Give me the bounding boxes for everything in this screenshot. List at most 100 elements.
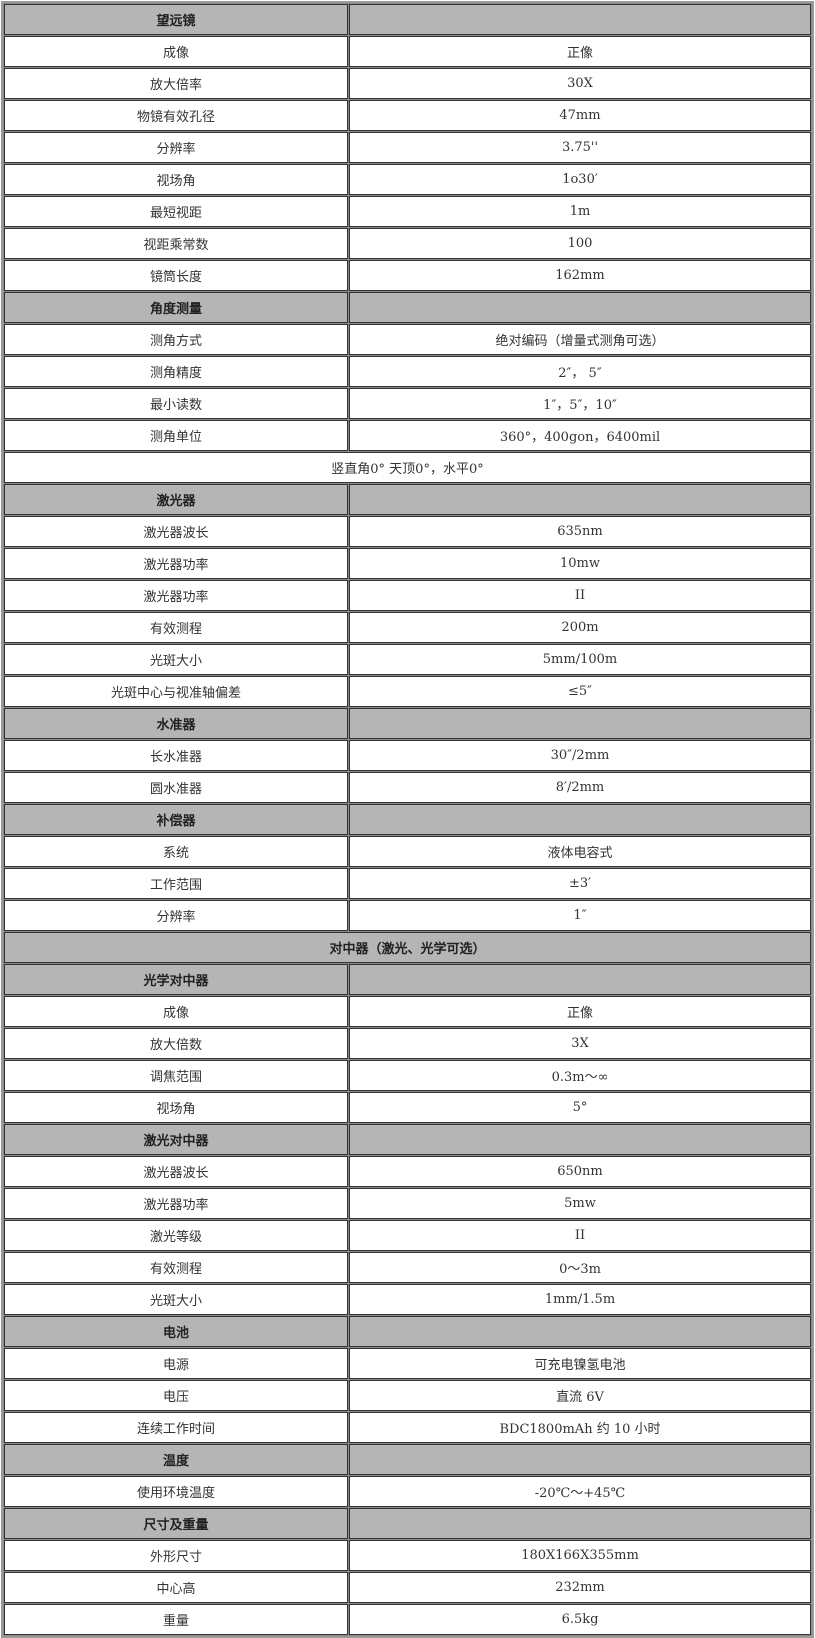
section-header-empty — [349, 1444, 811, 1475]
table-row: 系统 液体电容式 — [4, 836, 811, 867]
table-row: 光斑大小 1mm/1.5m — [4, 1284, 811, 1315]
table-row: 圆水准器 8′/2mm — [4, 772, 811, 803]
section-header: 角度测量 — [4, 292, 811, 323]
table-row: 竖直角0° 天顶0°，水平0° — [4, 452, 811, 483]
section-header: 补偿器 — [4, 804, 811, 835]
section-title: 尺寸及重量 — [4, 1508, 348, 1539]
spec-label: 圆水准器 — [4, 772, 348, 803]
spec-value: 绝对编码（增量式测角可选） — [349, 324, 811, 355]
table-row: 最短视距 1m — [4, 196, 811, 227]
table-row: 有效测程 200m — [4, 612, 811, 643]
spec-value: 液体电容式 — [349, 836, 811, 867]
spec-label: 重量 — [4, 1604, 348, 1635]
table-row: 成像 正像 — [4, 36, 811, 67]
table-row: 重量 6.5kg — [4, 1604, 811, 1635]
spec-label: 最短视距 — [4, 196, 348, 227]
table-row: 测角方式 绝对编码（增量式测角可选） — [4, 324, 811, 355]
table-row: 调焦范围 0.3m～∞ — [4, 1060, 811, 1091]
table-row: 物镜有效孔径 47mm — [4, 100, 811, 131]
spec-value: 3X — [349, 1028, 811, 1059]
spec-value: 360°，400gon，6400mil — [349, 420, 811, 451]
table-row: 有效测程 0～3m — [4, 1252, 811, 1283]
spec-label: 外形尺寸 — [4, 1540, 348, 1571]
spec-label: 激光器波长 — [4, 516, 348, 547]
section-title: 激光对中器 — [4, 1124, 348, 1155]
spec-label: 有效测程 — [4, 1252, 348, 1283]
table-row: 测角单位 360°，400gon，6400mil — [4, 420, 811, 451]
section-header-empty — [349, 1124, 811, 1155]
table-row: 放大倍数 3X — [4, 1028, 811, 1059]
spec-label: 连续工作时间 — [4, 1412, 348, 1443]
table-row: 分辨率 3.75'' — [4, 132, 811, 163]
spec-value: 6.5kg — [349, 1604, 811, 1635]
spec-label: 使用环境温度 — [4, 1476, 348, 1507]
section-header: 激光对中器 — [4, 1124, 811, 1155]
section-header-empty — [349, 804, 811, 835]
spec-table-body: 望远镜 成像 正像 放大倍率 30X 物镜有效孔径 47mm 分辨率 3.75'' 视场角 1o30… — [4, 4, 811, 1635]
spec-value: 180X166X355mm — [349, 1540, 811, 1571]
table-row: 外形尺寸 180X166X355mm — [4, 1540, 811, 1571]
spec-label: 光斑中心与视准轴偏差 — [4, 676, 348, 707]
spec-value: 1″，5″，10″ — [349, 388, 811, 419]
spec-label: 电压 — [4, 1380, 348, 1411]
spec-value: II — [349, 1220, 811, 1251]
spec-label: 测角精度 — [4, 356, 348, 387]
spec-value: 650nm — [349, 1156, 811, 1187]
spec-value: 1o30′ — [349, 164, 811, 195]
spec-value: 8′/2mm — [349, 772, 811, 803]
spec-value: ±3′ — [349, 868, 811, 899]
spec-label: 调焦范围 — [4, 1060, 348, 1091]
spec-label: 视距乘常数 — [4, 228, 348, 259]
spec-value: 635nm — [349, 516, 811, 547]
section-header-empty — [349, 708, 811, 739]
spec-value: II — [349, 580, 811, 611]
spec-value: 162mm — [349, 260, 811, 291]
spec-label: 分辨率 — [4, 900, 348, 931]
table-row: 视距乘常数 100 — [4, 228, 811, 259]
spec-value: 5mm/100m — [349, 644, 811, 675]
spec-label: 激光等级 — [4, 1220, 348, 1251]
section-title: 光学对中器 — [4, 964, 348, 995]
spec-label: 激光器功率 — [4, 580, 348, 611]
table-row: 最小读数 1″，5″，10″ — [4, 388, 811, 419]
spec-value: 2″， 5″ — [349, 356, 811, 387]
spec-value: 3.75'' — [349, 132, 811, 163]
table-row: 激光器波长 650nm — [4, 1156, 811, 1187]
table-row: 成像 正像 — [4, 996, 811, 1027]
spec-label: 视场角 — [4, 164, 348, 195]
section-header: 尺寸及重量 — [4, 1508, 811, 1539]
spec-label: 最小读数 — [4, 388, 348, 419]
spec-value: -20℃～+45℃ — [349, 1476, 811, 1507]
section-header: 电池 — [4, 1316, 811, 1347]
spec-value: 5° — [349, 1092, 811, 1123]
spec-value: 5mw — [349, 1188, 811, 1219]
spec-value: 1″ — [349, 900, 811, 931]
section-header: 对中器（激光、光学可选） — [4, 932, 811, 963]
section-header: 水准器 — [4, 708, 811, 739]
spec-label: 物镜有效孔径 — [4, 100, 348, 131]
section-header-empty — [349, 1316, 811, 1347]
spec-label: 测角方式 — [4, 324, 348, 355]
section-header-empty — [349, 964, 811, 995]
spec-label: 视场角 — [4, 1092, 348, 1123]
table-row: 测角精度 2″， 5″ — [4, 356, 811, 387]
spec-value: 1mm/1.5m — [349, 1284, 811, 1315]
table-row: 分辨率 1″ — [4, 900, 811, 931]
table-row: 电压 直流 6V — [4, 1380, 811, 1411]
spec-value: 200m — [349, 612, 811, 643]
table-row: 视场角 1o30′ — [4, 164, 811, 195]
section-header-empty — [349, 484, 811, 515]
section-header-empty — [349, 292, 811, 323]
spec-value: 30X — [349, 68, 811, 99]
spec-label: 系统 — [4, 836, 348, 867]
spec-label: 成像 — [4, 36, 348, 67]
spec-label: 分辨率 — [4, 132, 348, 163]
section-title: 温度 — [4, 1444, 348, 1475]
spec-value: 1m — [349, 196, 811, 227]
spec-label: 电源 — [4, 1348, 348, 1379]
section-title: 补偿器 — [4, 804, 348, 835]
section-title: 对中器（激光、光学可选） — [4, 932, 811, 963]
spec-value: ≤5″ — [349, 676, 811, 707]
spec-value: 30″/2mm — [349, 740, 811, 771]
section-header: 光学对中器 — [4, 964, 811, 995]
